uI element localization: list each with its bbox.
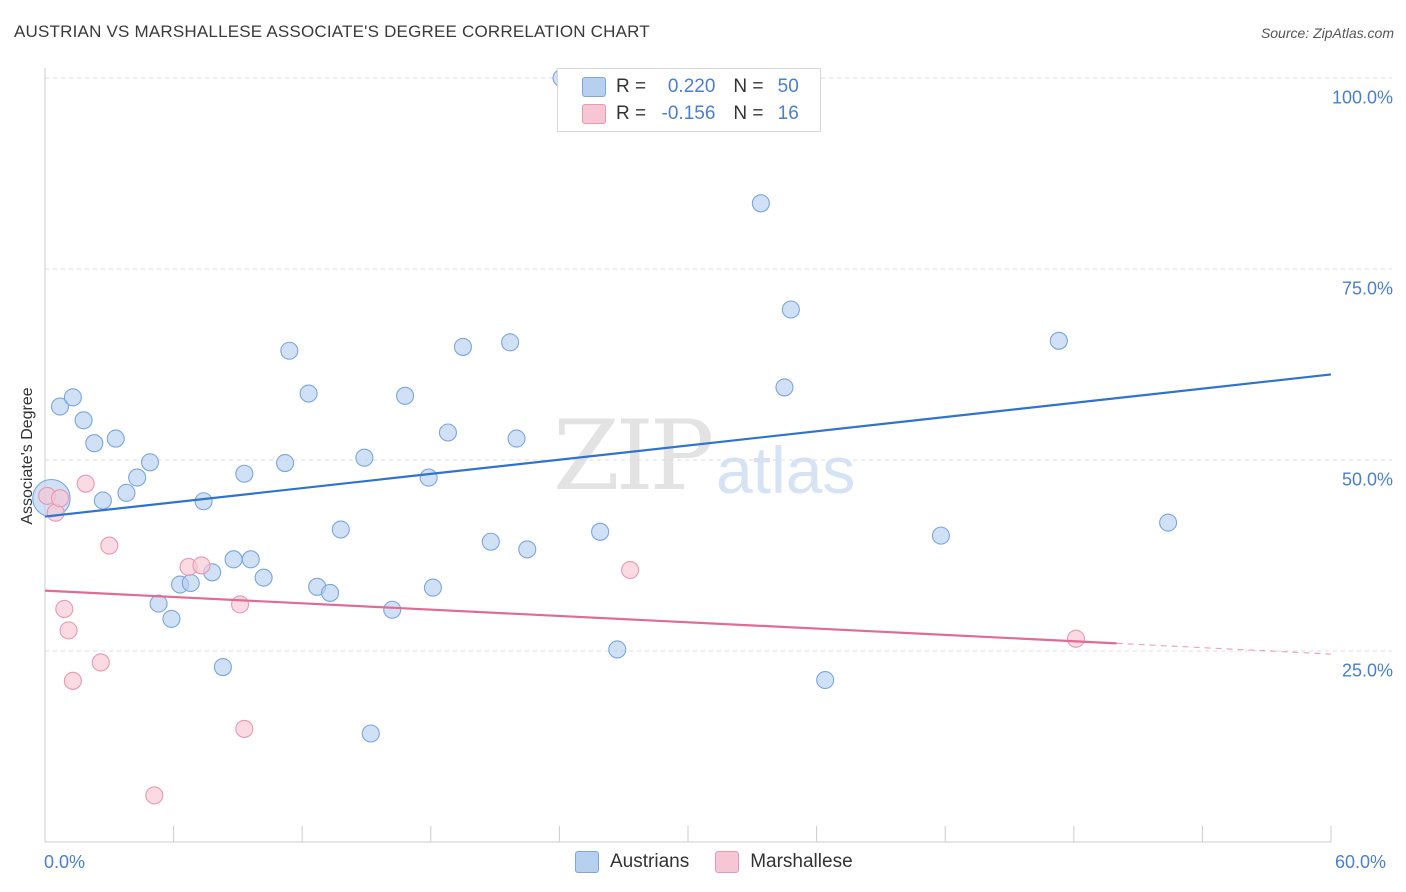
legend-label-austrians: Austrians [610, 851, 690, 872]
legend-item-marshallese[interactable]: Marshallese [715, 851, 853, 873]
austrians-point [355, 448, 374, 467]
austrians-point [74, 411, 93, 430]
source-label: Source: ZipAtlas.com [1260, 25, 1394, 41]
y-tick-75: 75.0% [1341, 278, 1393, 299]
n-label: N = [733, 76, 764, 97]
marshallese-point [100, 536, 119, 555]
marshallese-trend-line [44, 589, 1117, 645]
austrians-point [438, 423, 457, 442]
austrians-point [816, 670, 835, 690]
austrians-point [423, 578, 442, 597]
y-tick-50: 50.0% [1341, 469, 1393, 490]
austrians-point [1159, 513, 1178, 532]
austrians-point [299, 384, 318, 403]
austrians-point [194, 492, 213, 511]
austrians-trend-line [44, 373, 1332, 518]
austrians-point [235, 464, 254, 483]
austrians-point [213, 657, 232, 677]
austrians-point [254, 568, 273, 587]
austrians-point [751, 194, 770, 213]
legend-label-marshallese: Marshallese [750, 851, 853, 872]
legend-row-austrians: R = 0.220 N = 50 [582, 75, 799, 99]
austrians-point [481, 532, 500, 551]
austrians-point [419, 468, 438, 487]
austrians-point [276, 454, 295, 473]
marshallese-point [1066, 629, 1085, 648]
austrians-point [518, 540, 537, 559]
marshallese-point [59, 621, 78, 640]
austrians-point [775, 378, 794, 397]
marshallese-point [63, 671, 82, 690]
austrians-point [280, 341, 299, 360]
stats-legend: R = 0.220 N = 50 R = -0.156 N = 16 [557, 68, 821, 132]
marshallese-point [235, 719, 254, 738]
austrians-point [224, 550, 243, 569]
austrians-point [383, 600, 402, 619]
n-value-austrians: 50 [777, 76, 799, 97]
r-value-austrians: 0.220 [667, 76, 716, 97]
austrians-point [501, 333, 520, 352]
austrians-point [140, 453, 160, 472]
marshallese-point [55, 599, 74, 619]
x-tick-max: 60.0% [1335, 852, 1387, 872]
watermark-zip: ZIP [553, 400, 714, 512]
austrians-point [128, 468, 147, 487]
r-label: R = [616, 103, 647, 124]
r-label: R = [616, 76, 647, 97]
watermark-atlas: atlas [716, 433, 856, 507]
austrians-swatch [575, 851, 599, 873]
austrians-point [1049, 331, 1068, 350]
austrians-point [321, 583, 340, 602]
n-label: N = [733, 103, 764, 124]
marshallese-point [91, 653, 110, 672]
austrians-point [162, 609, 181, 628]
austrians-point [608, 640, 627, 659]
r-value-marshallese: -0.156 [661, 103, 716, 124]
marshallese-point [50, 489, 70, 508]
austrians-point [931, 526, 950, 545]
austrians-point [85, 434, 104, 453]
legend-item-austrians[interactable]: Austrians [575, 851, 689, 873]
marshallese-point [230, 595, 250, 614]
marshallese-swatch [715, 851, 740, 873]
x-tick-min: 0.0% [44, 852, 86, 872]
austrians-point [63, 388, 82, 407]
chart-title: AUSTRIAN VS MARSHALLESE ASSOCIATE'S DEGR… [14, 22, 650, 41]
n-value-marshallese: 16 [777, 103, 799, 124]
austrians-point [361, 724, 380, 743]
austrians-point [331, 520, 350, 539]
austrians-point [181, 573, 200, 593]
austrians-point [149, 594, 168, 613]
marshallese-point [145, 786, 164, 805]
austrians-point [241, 550, 260, 569]
austrians-point [396, 386, 415, 405]
marshallese-trend-extension [1116, 642, 1332, 655]
legend-row-marshallese: R = -0.156 N = 16 [582, 102, 799, 126]
austrians-point [93, 491, 112, 510]
austrians-point [50, 397, 70, 416]
series-legend: Austrians Marshallese [575, 851, 879, 873]
y-tick-25: 25.0% [1341, 660, 1393, 681]
y-tick-100: 100.0% [1331, 87, 1393, 108]
y-axis-label: Associate's Degree [19, 387, 36, 525]
marshallese-swatch [582, 104, 606, 124]
austrians-point [591, 522, 610, 541]
marshallese-point [621, 560, 640, 580]
austrians-point [781, 300, 800, 319]
austrians-point [117, 483, 136, 502]
marshallese-point [76, 474, 95, 493]
austrians-swatch [582, 77, 606, 97]
marshallese-point [192, 556, 211, 575]
austrians-point [106, 429, 125, 448]
austrians-point [453, 337, 473, 356]
austrians-point [507, 429, 526, 448]
